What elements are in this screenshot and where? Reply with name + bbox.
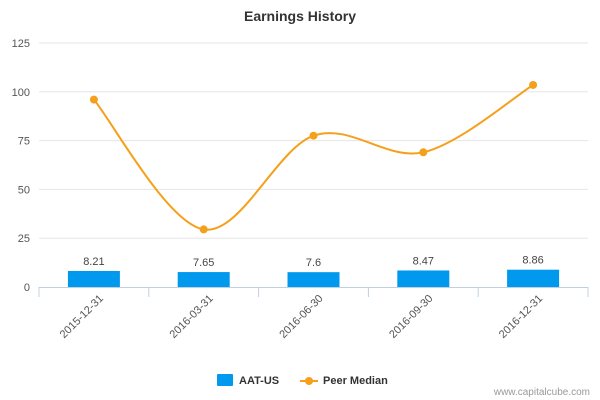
legend-peer-median-marker — [305, 377, 313, 385]
peer-median-point — [89, 95, 98, 104]
peer-median-line — [93, 84, 534, 231]
x-tick-label: 2016-06-30 — [277, 293, 325, 341]
x-tick-labels: 2015-12-31 2016-03-31 2016-06-30 2016-09-30… — [58, 293, 545, 341]
bar-data-label: 8.86 — [522, 255, 543, 267]
y-tick-label: 0 — [24, 282, 30, 294]
y-tick-label: 75 — [18, 136, 30, 148]
x-tick-label: 2016-09-30 — [387, 293, 435, 341]
bar — [67, 270, 120, 287]
legend: AAT-US Peer Median — [217, 374, 388, 387]
y-tick-label: 25 — [18, 233, 30, 245]
bar-data-label: 7.6 — [306, 257, 321, 269]
peer-median-point — [529, 80, 538, 89]
chart-title: Earnings History — [244, 8, 356, 24]
x-tick-label: 2016-12-31 — [497, 293, 545, 341]
bar — [507, 269, 560, 287]
legend-aat-us-label: AAT-US — [239, 375, 279, 387]
bar-data-label: 7.65 — [193, 257, 214, 269]
bar-data-label: 8.47 — [413, 255, 434, 267]
bar — [287, 272, 340, 287]
peer-median-point — [199, 225, 208, 234]
y-tick-label: 125 — [12, 38, 30, 50]
peer-median-point — [309, 131, 318, 140]
legend-aat-us-swatch — [217, 374, 233, 386]
x-tick-label: 2016-03-31 — [168, 293, 216, 341]
bar — [177, 272, 230, 287]
y-tick-label: 50 — [18, 184, 30, 196]
bar-series-aat-us — [67, 269, 560, 287]
line-series-peer-median — [89, 80, 538, 234]
x-axis — [38, 287, 589, 297]
x-tick-label: 2015-12-31 — [58, 293, 106, 341]
peer-median-point — [419, 148, 428, 157]
y-tick-labels: 0 25 50 75 100 125 — [12, 38, 30, 294]
legend-peer-median-label: Peer Median — [323, 375, 388, 387]
bar — [397, 270, 450, 287]
bar-data-labels: 8.21 7.65 7.6 8.47 8.86 — [83, 255, 544, 269]
y-grid — [39, 42, 588, 239]
y-tick-label: 100 — [12, 87, 30, 99]
bar-data-label: 8.21 — [83, 256, 104, 268]
credit-text: www.capitalcube.com — [493, 387, 590, 398]
